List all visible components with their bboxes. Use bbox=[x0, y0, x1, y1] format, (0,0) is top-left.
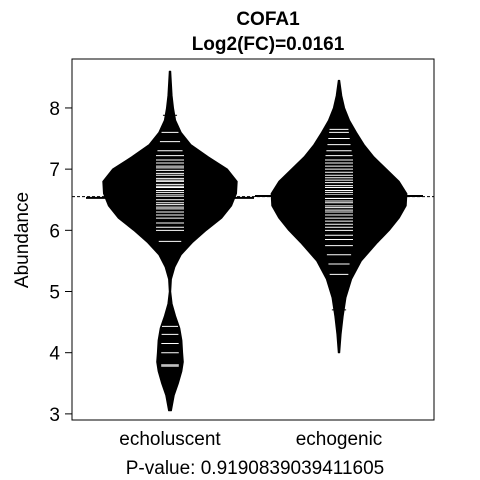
y-axis-label: Abundance bbox=[12, 192, 33, 288]
x-tick-label: echogenic bbox=[296, 429, 383, 450]
x-axis-label: P-value: 0.9190839039411605 bbox=[126, 458, 385, 479]
plot-area bbox=[72, 70, 434, 412]
x-axis: echoluscent echogenic bbox=[119, 429, 382, 450]
y-axis: 3 4 5 6 7 8 bbox=[49, 99, 73, 426]
plot-frame bbox=[71, 58, 435, 421]
chart-title: COFA1 bbox=[236, 9, 300, 30]
x-tick-label: echoluscent bbox=[119, 429, 221, 450]
y-tick-label: 4 bbox=[49, 344, 60, 365]
bean-echoluscent bbox=[86, 70, 254, 412]
chart-subtitle: Log2(FC)=0.0161 bbox=[192, 34, 345, 55]
y-tick-label: 6 bbox=[49, 221, 60, 242]
y-tick-label: 5 bbox=[49, 283, 60, 304]
y-tick-label: 7 bbox=[49, 160, 60, 181]
density-shape-echogenic bbox=[270, 79, 408, 354]
y-tick-label: 3 bbox=[49, 405, 60, 426]
bean-echogenic bbox=[255, 79, 423, 354]
y-tick-label: 8 bbox=[49, 99, 60, 120]
